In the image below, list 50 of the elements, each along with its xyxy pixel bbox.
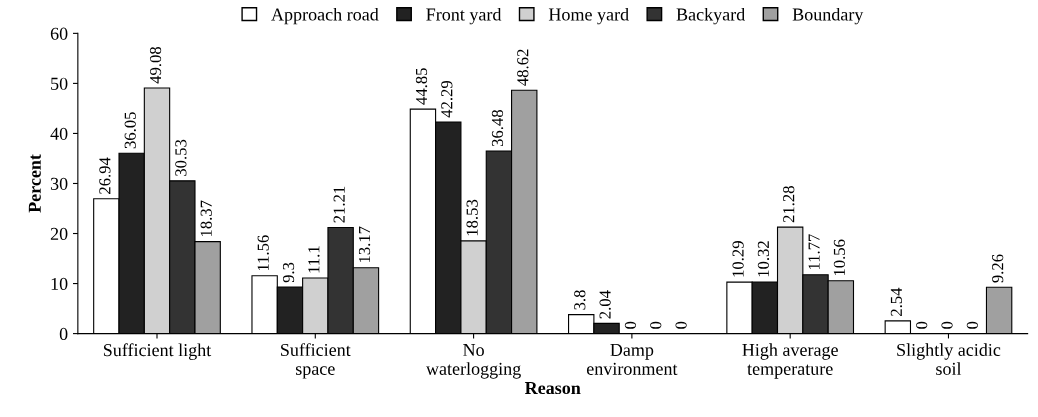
data-label: 0 <box>916 321 928 329</box>
data-label: 3.8 <box>574 290 586 310</box>
data-label: 0 <box>624 321 637 329</box>
data-label: 11.1 <box>308 246 320 273</box>
data-label: 2.54 <box>890 287 903 316</box>
x-tick-label: No waterlogging <box>425 344 521 379</box>
data-label: 21.28 <box>783 186 795 223</box>
data-label: 0 <box>941 321 953 329</box>
data-label: 10.29 <box>732 241 744 277</box>
legend-label: Home yard <box>548 7 629 25</box>
y-tick-label: 20 <box>50 227 68 240</box>
data-label: 48.62 <box>517 49 529 86</box>
data-label: 10.56 <box>833 239 846 276</box>
data-label: 18.37 <box>200 200 212 237</box>
data-label: 26.94 <box>99 157 111 194</box>
y-axis-title: Percent <box>28 154 41 213</box>
data-label: 0 <box>650 321 662 329</box>
y-tick-label: 40 <box>50 127 68 140</box>
data-label: 44.85 <box>415 68 428 105</box>
data-label: 9.3 <box>282 262 295 283</box>
data-label: 10.32 <box>757 241 770 277</box>
data-label: 9.26 <box>992 254 1004 283</box>
x-tick-label: Sufficient light <box>103 343 212 360</box>
y-tick-label: 30 <box>50 177 68 190</box>
data-label: 0 <box>966 321 978 329</box>
data-label: 2.04 <box>599 290 611 319</box>
x-tick-label: Damp environment <box>586 344 678 375</box>
data-label: 42.29 <box>441 81 453 118</box>
x-tick-label: Sufficient space <box>281 343 351 379</box>
legend-label: Front yard <box>426 7 502 25</box>
legend-label: Approach road <box>271 7 379 25</box>
data-label: 36.48 <box>491 110 504 147</box>
x-axis-title: Reason <box>524 382 581 395</box>
y-tick-label: 0 <box>59 327 68 341</box>
data-label: 11.56 <box>257 235 269 271</box>
data-label: 0 <box>675 321 687 329</box>
x-tick-label: High average temperature <box>742 343 838 379</box>
x-tick-label: Slightly acidic soil <box>897 343 1001 375</box>
y-tick-label: 10 <box>51 277 68 290</box>
data-label: 13.17 <box>358 226 371 263</box>
y-tick-label: 60 <box>50 27 68 40</box>
legend-label: Boundary <box>792 7 864 25</box>
data-label: 21.21 <box>333 186 345 223</box>
legend-label: Backyard <box>676 7 745 25</box>
data-label: 30.53 <box>175 139 187 176</box>
data-label: 36.05 <box>124 112 136 149</box>
data-label: 49.08 <box>149 46 162 84</box>
data-label: 18.53 <box>466 199 478 236</box>
y-tick-label: 50 <box>51 77 68 90</box>
data-label: 11.77 <box>808 234 820 270</box>
